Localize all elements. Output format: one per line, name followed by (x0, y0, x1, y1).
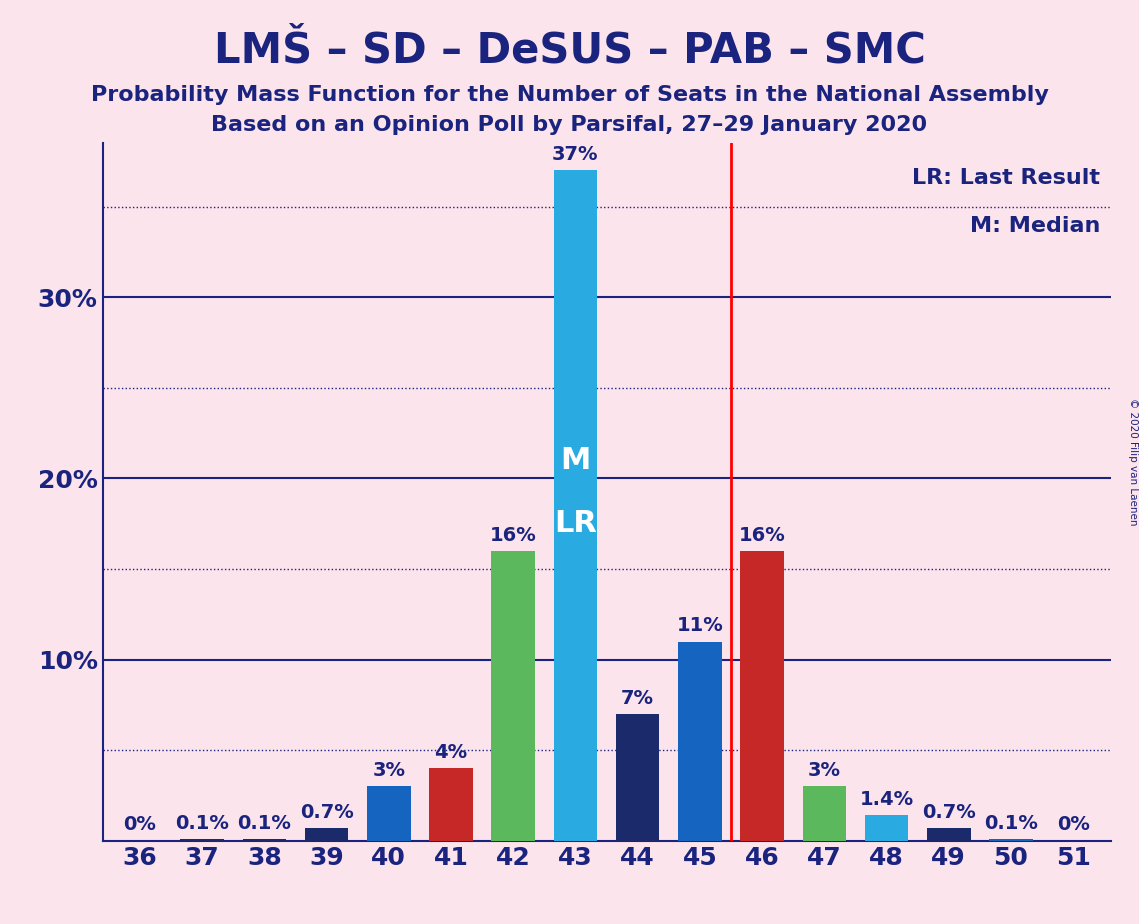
Bar (989, 839, 1033, 841)
Bar (367, 786, 410, 841)
Text: M: M (560, 445, 591, 475)
Text: 0.1%: 0.1% (237, 814, 292, 833)
Text: 7%: 7% (621, 688, 654, 708)
Text: 0.1%: 0.1% (175, 814, 229, 833)
Text: LR: Last Result: LR: Last Result (912, 167, 1100, 188)
Text: © 2020 Filip van Laenen: © 2020 Filip van Laenen (1129, 398, 1138, 526)
Text: 11%: 11% (677, 616, 723, 635)
Text: 0.7%: 0.7% (300, 803, 353, 821)
Text: 1.4%: 1.4% (860, 790, 913, 809)
Text: Probability Mass Function for the Number of Seats in the National Assembly: Probability Mass Function for the Number… (91, 85, 1048, 105)
Bar (429, 769, 473, 841)
Bar (927, 828, 970, 841)
Bar (180, 839, 224, 841)
Bar (740, 551, 784, 841)
Text: 3%: 3% (372, 761, 405, 780)
Text: M: Median: M: Median (970, 216, 1100, 237)
Text: 0%: 0% (123, 816, 156, 834)
Text: Based on an Opinion Poll by Parsifal, 27–29 January 2020: Based on an Opinion Poll by Parsifal, 27… (212, 115, 927, 135)
Text: 0.1%: 0.1% (984, 814, 1038, 833)
Text: 4%: 4% (434, 743, 467, 762)
Text: 16%: 16% (490, 526, 536, 544)
Text: 3%: 3% (808, 761, 841, 780)
Bar (678, 641, 722, 841)
Text: 16%: 16% (739, 526, 786, 544)
Bar (305, 828, 349, 841)
Text: 0.7%: 0.7% (921, 803, 976, 821)
Text: 0%: 0% (1057, 816, 1090, 834)
Bar (616, 714, 659, 841)
Text: 37%: 37% (552, 145, 599, 164)
Bar (803, 786, 846, 841)
Bar (865, 816, 908, 841)
Bar (554, 170, 597, 841)
Text: LMŠ – SD – DeSUS – PAB – SMC: LMŠ – SD – DeSUS – PAB – SMC (214, 30, 925, 71)
Text: LR: LR (554, 509, 597, 539)
Bar (491, 551, 535, 841)
Bar (243, 839, 286, 841)
